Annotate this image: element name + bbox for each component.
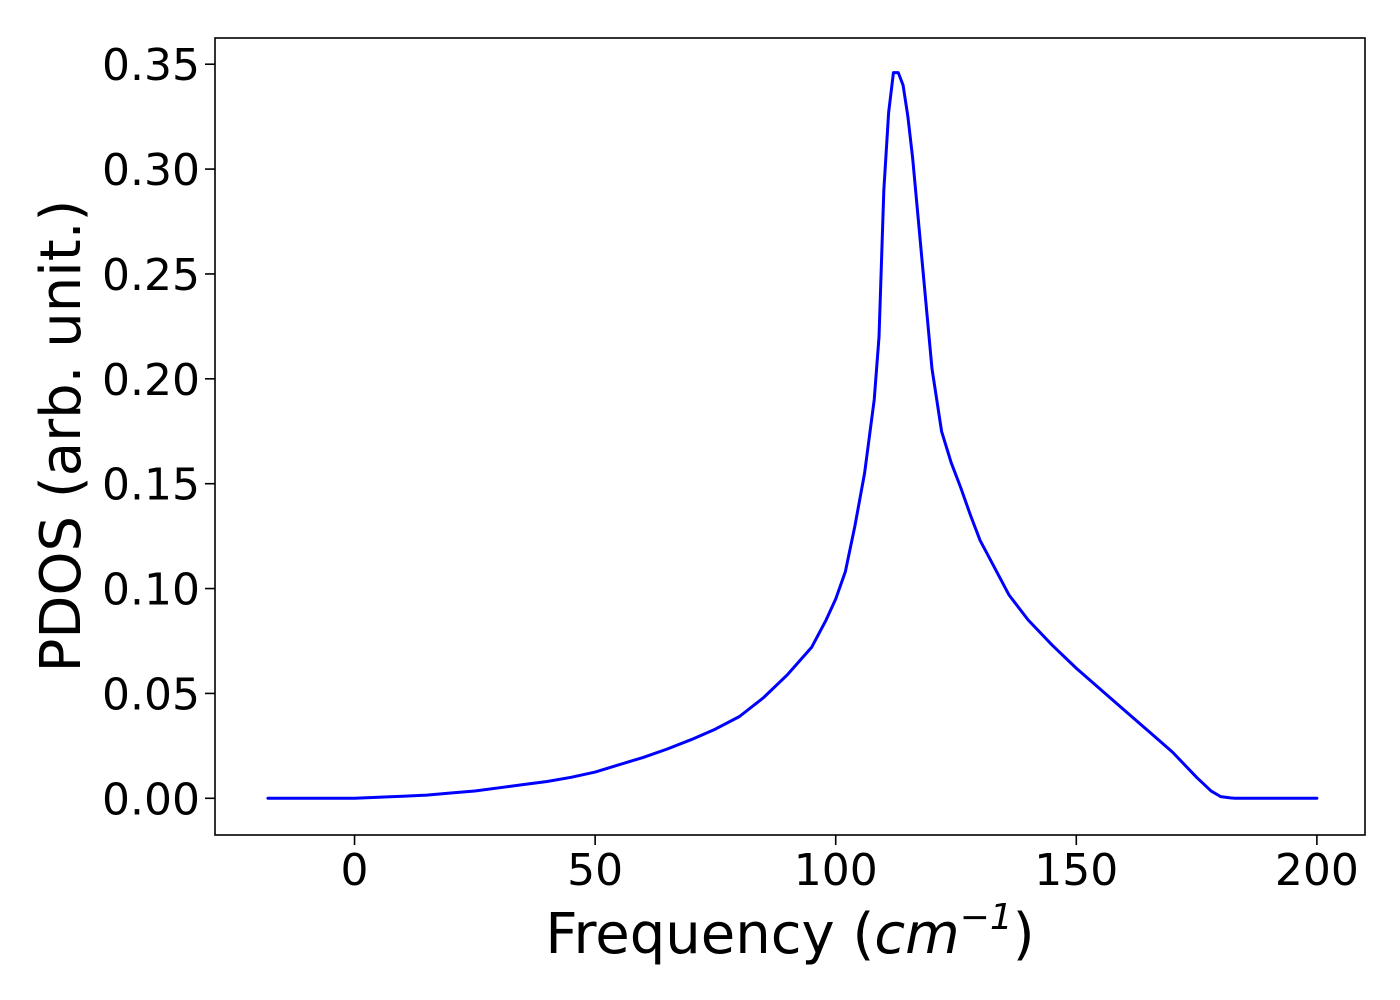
x-axis-title-exponent: −1 bbox=[960, 897, 1013, 938]
y-tick-label: 0.35 bbox=[102, 40, 200, 91]
y-axis-ticks: 0.00 0.05 0.10 0.15 0.20 0.25 0.30 0.35 bbox=[102, 40, 215, 825]
y-tick-label: 0.20 bbox=[102, 355, 200, 406]
x-axis-title-prefix: Frequency ( bbox=[545, 902, 874, 967]
y-tick-label: 0.25 bbox=[102, 250, 200, 301]
y-tick-label: 0.30 bbox=[102, 145, 200, 196]
y-tick-label: 0.00 bbox=[102, 774, 200, 825]
y-tick-label: 0.05 bbox=[102, 669, 200, 720]
x-tick-label: 150 bbox=[1034, 845, 1118, 896]
y-axis-title: PDOS (arb. unit.) bbox=[29, 200, 94, 673]
x-tick-label: 200 bbox=[1275, 845, 1359, 896]
plot-area bbox=[214, 37, 1366, 836]
y-tick-label: 0.15 bbox=[102, 460, 200, 511]
x-tick-label: 0 bbox=[341, 845, 369, 896]
x-axis-title-suffix: ) bbox=[1013, 902, 1035, 967]
x-axis-ticks: 0 50 100 150 200 bbox=[341, 835, 1359, 896]
x-axis-title-unit: cm bbox=[874, 902, 959, 967]
y-tick-label: 0.10 bbox=[102, 565, 200, 616]
pdos-series-line bbox=[266, 71, 1319, 800]
x-tick-label: 50 bbox=[567, 845, 623, 896]
x-tick-label: 100 bbox=[794, 845, 878, 896]
x-axis-title: Frequency (cm−1) bbox=[545, 897, 1034, 967]
